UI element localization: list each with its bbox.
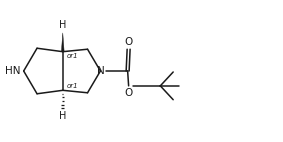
Text: H: H <box>59 20 67 30</box>
Text: or1: or1 <box>66 83 78 89</box>
Text: H: H <box>59 111 67 121</box>
Text: O: O <box>125 88 133 98</box>
Text: HN: HN <box>5 66 21 76</box>
Text: N: N <box>97 66 104 76</box>
Text: or1: or1 <box>66 53 78 59</box>
Polygon shape <box>61 33 64 52</box>
Text: O: O <box>125 37 133 47</box>
